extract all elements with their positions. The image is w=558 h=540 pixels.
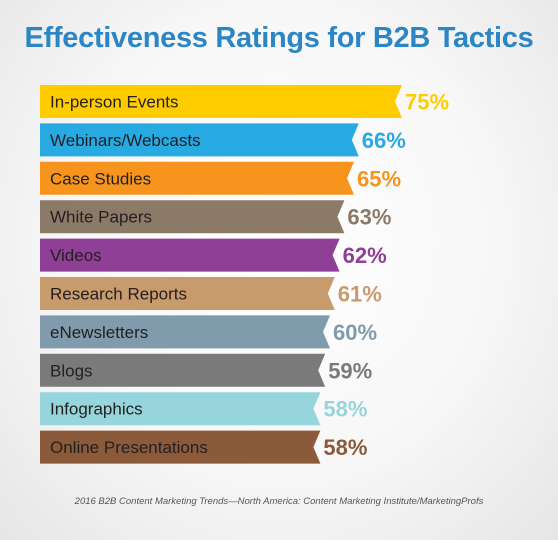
value-label: 61% <box>338 282 382 307</box>
category-label: eNewsletters <box>50 323 148 342</box>
category-label: In-person Events <box>50 93 179 112</box>
value-label: 66% <box>362 128 406 153</box>
bar <box>40 315 330 349</box>
value-label: 75% <box>405 90 449 115</box>
category-label: Webinars/Webcasts <box>50 131 201 150</box>
chart-title: Effectiveness Ratings for B2B Tactics <box>24 22 534 54</box>
bar <box>40 200 345 234</box>
value-label: 60% <box>333 320 377 345</box>
value-label: 59% <box>328 358 372 383</box>
category-label: Infographics <box>50 400 143 419</box>
category-label: Online Presentations <box>50 438 208 457</box>
value-label: 62% <box>343 243 387 268</box>
bar <box>40 392 321 426</box>
category-label: Research Reports <box>50 285 187 304</box>
category-label: Case Studies <box>50 169 151 188</box>
bar <box>40 85 402 118</box>
source-citation: 2016 B2B Content Marketing Trends—North … <box>74 496 484 507</box>
category-label: White Papers <box>50 208 152 227</box>
value-label: 58% <box>323 435 367 460</box>
bar <box>40 238 340 272</box>
bar <box>40 277 335 310</box>
value-label: 63% <box>347 205 391 230</box>
bar <box>40 430 321 464</box>
bar <box>40 123 359 157</box>
value-label: 65% <box>357 166 401 191</box>
value-label: 58% <box>323 397 367 422</box>
bar <box>40 353 326 387</box>
bar-chart: In-person Events 75% Webinars/Webcasts 66% C… <box>40 85 449 464</box>
category-label: Videos <box>50 246 102 265</box>
category-label: Blogs <box>50 361 93 380</box>
bar <box>40 161 354 195</box>
